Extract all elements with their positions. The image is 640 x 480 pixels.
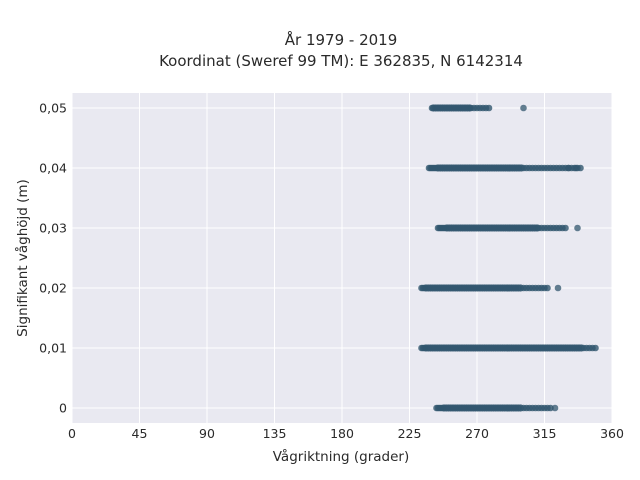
data-points	[418, 104, 599, 412]
data-point	[554, 284, 562, 292]
y-tick-label: 0	[59, 401, 67, 416]
data-point	[544, 284, 551, 292]
x-tick-label: 90	[199, 426, 215, 441]
y-tick-label: 0,04	[39, 161, 67, 176]
x-tick-label: 135	[263, 426, 287, 441]
data-point	[551, 404, 559, 412]
chart-title: År 1979 - 2019	[285, 30, 398, 49]
x-axis-label: Vågriktning (grader)	[273, 448, 410, 465]
data-point	[428, 104, 436, 112]
data-point	[562, 224, 569, 232]
x-axis-ticks: 0 45 90 135 180 225 270 315 360	[68, 426, 624, 441]
data-point	[442, 224, 449, 232]
data-point	[520, 104, 527, 112]
data-point	[433, 164, 440, 172]
x-tick-label: 225	[398, 426, 422, 441]
data-point	[421, 344, 428, 352]
y-axis-ticks: 0 0,01 0,02 0,03 0,04 0,05	[39, 101, 67, 416]
y-tick-label: 0,03	[39, 221, 67, 236]
y-axis-label: Signifikant våghöjd (m)	[14, 179, 31, 337]
data-point	[565, 164, 572, 172]
x-tick-label: 315	[533, 426, 557, 441]
data-point	[485, 104, 493, 112]
x-tick-label: 270	[465, 426, 489, 441]
x-tick-label: 45	[132, 426, 148, 441]
y-tick-label: 0,02	[39, 281, 67, 296]
y-tick-label: 0,01	[39, 341, 67, 356]
data-point	[574, 224, 581, 232]
x-tick-label: 180	[330, 426, 354, 441]
data-point	[439, 404, 446, 412]
chart-subtitle: Koordinat (Sweref 99 TM): E 362835, N 61…	[159, 52, 523, 70]
y-tick-label: 0,05	[39, 101, 67, 116]
data-point	[421, 284, 428, 292]
x-tick-label: 360	[600, 426, 624, 441]
x-tick-label: 0	[68, 426, 76, 441]
data-point	[592, 344, 599, 352]
data-point	[572, 164, 580, 172]
